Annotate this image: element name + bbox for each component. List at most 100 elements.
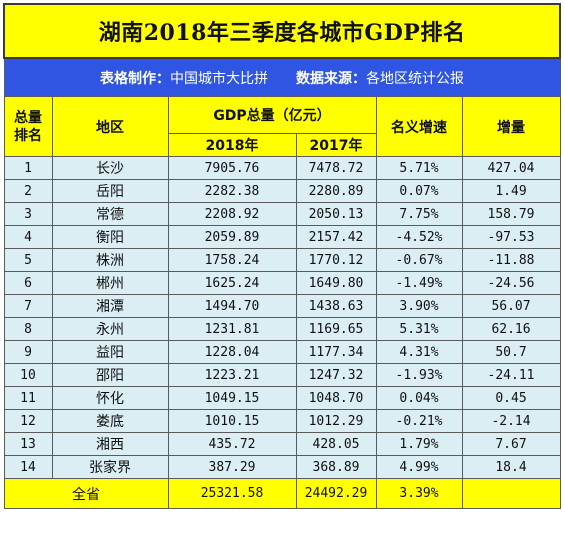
gdp-2018-cell: 1228.04 (167, 340, 297, 364)
rank-cell: 3 (3, 202, 53, 226)
header-region: 地区 (51, 96, 169, 157)
source-value: 各地区统计公报 (366, 70, 464, 87)
maker-value: 中国城市大比拼 (170, 70, 268, 87)
growth-cell: -1.49% (375, 271, 463, 295)
table-row: 12 娄底 1010.15 1012.29 -0.21% -2.14 (3, 409, 561, 433)
rank-cell: 4 (3, 225, 53, 249)
gdp-2017-cell: 1177.34 (295, 340, 377, 364)
table-row: 1 长沙 7905.76 7478.72 5.71% 427.04 (3, 156, 561, 180)
gdp-2017-cell: 428.05 (295, 432, 377, 456)
increase-cell: 50.7 (461, 340, 561, 364)
increase-cell: 427.04 (461, 156, 561, 180)
increase-cell: -24.56 (461, 271, 561, 295)
growth-cell: 3.90% (375, 294, 463, 318)
total-label: 全省 (3, 478, 169, 509)
growth-cell: 0.07% (375, 179, 463, 203)
rank-cell: 9 (3, 340, 53, 364)
city-cell: 娄底 (51, 409, 169, 433)
table-row: 2 岳阳 2282.38 2280.89 0.07% 1.49 (3, 179, 561, 203)
gdp-2018-cell: 1049.15 (167, 386, 297, 410)
header-2018: 2018年 (167, 133, 297, 157)
header-growth: 名义增速 (375, 96, 463, 157)
increase-cell: -97.53 (461, 225, 561, 249)
growth-cell: 5.31% (375, 317, 463, 341)
gdp-2017-cell: 1048.70 (295, 386, 377, 410)
table-row: 3 常德 2208.92 2050.13 7.75% 158.79 (3, 202, 561, 226)
gdp-2017-cell: 2050.13 (295, 202, 377, 226)
city-cell: 衡阳 (51, 225, 169, 249)
gdp-2017-cell: 1012.29 (295, 409, 377, 433)
total-increase (461, 478, 561, 509)
gdp-2018-cell: 2282.38 (167, 179, 297, 203)
header-rank: 总量排名 (3, 96, 53, 157)
growth-cell: 4.31% (375, 340, 463, 364)
sheet-title: 湖南2018年三季度各城市GDP排名 (2, 3, 562, 59)
gdp-2017-cell: 1438.63 (295, 294, 377, 318)
table-row: 6 郴州 1625.24 1649.80 -1.49% -24.56 (3, 271, 561, 295)
table-row: 8 永州 1231.81 1169.65 5.31% 62.16 (3, 317, 561, 341)
rank-cell: 13 (3, 432, 53, 456)
rank-cell: 2 (3, 179, 53, 203)
gdp-2018-cell: 1758.24 (167, 248, 297, 272)
growth-cell: 4.99% (375, 455, 463, 479)
gdp-2017-cell: 2280.89 (295, 179, 377, 203)
header-gdp-group: GDP总量（亿元） (167, 96, 377, 134)
total-gdp-2017: 24492.29 (295, 478, 377, 509)
growth-cell: -4.52% (375, 225, 463, 249)
growth-cell: -0.67% (375, 248, 463, 272)
increase-cell: 1.49 (461, 179, 561, 203)
table-row: 14 张家界 387.29 368.89 4.99% 18.4 (3, 455, 561, 479)
rank-cell: 7 (3, 294, 53, 318)
table-row: 10 邵阳 1223.21 1247.32 -1.93% -24.11 (3, 363, 561, 387)
increase-cell: 18.4 (461, 455, 561, 479)
city-cell: 湘西 (51, 432, 169, 456)
city-cell: 郴州 (51, 271, 169, 295)
rank-cell: 5 (3, 248, 53, 272)
growth-cell: 5.71% (375, 156, 463, 180)
rank-cell: 10 (3, 363, 53, 387)
city-cell: 怀化 (51, 386, 169, 410)
rank-cell: 8 (3, 317, 53, 341)
rank-cell: 14 (3, 455, 53, 479)
gdp-2018-cell: 2208.92 (167, 202, 297, 226)
city-cell: 长沙 (51, 156, 169, 180)
increase-cell: -24.11 (461, 363, 561, 387)
gdp-2017-cell: 7478.72 (295, 156, 377, 180)
rank-cell: 1 (3, 156, 53, 180)
header-2017: 2017年 (295, 133, 377, 157)
rank-cell: 11 (3, 386, 53, 410)
gdp-2017-cell: 2157.42 (295, 225, 377, 249)
table-row: 13 湘西 435.72 428.05 1.79% 7.67 (3, 432, 561, 456)
table-row: 5 株洲 1758.24 1770.12 -0.67% -11.88 (3, 248, 561, 272)
city-cell: 株洲 (51, 248, 169, 272)
table-row: 9 益阳 1228.04 1177.34 4.31% 50.7 (3, 340, 561, 364)
city-cell: 岳阳 (51, 179, 169, 203)
increase-cell: -11.88 (461, 248, 561, 272)
increase-cell: -2.14 (461, 409, 561, 433)
growth-cell: 7.75% (375, 202, 463, 226)
city-cell: 永州 (51, 317, 169, 341)
header-increase: 增量 (461, 96, 561, 157)
city-cell: 邵阳 (51, 363, 169, 387)
gdp-2018-cell: 1494.70 (167, 294, 297, 318)
gdp-2018-cell: 1010.15 (167, 409, 297, 433)
source-label: 数据来源： (296, 70, 366, 87)
rank-cell: 6 (3, 271, 53, 295)
gdp-table: 湖南2018年三季度各城市GDP排名 表格制作：中国城市大比拼 数据来源：各地区统… (2, 3, 562, 509)
gdp-2018-cell: 1223.21 (167, 363, 297, 387)
increase-cell: 7.67 (461, 432, 561, 456)
increase-cell: 56.07 (461, 294, 561, 318)
gdp-2018-cell: 435.72 (167, 432, 297, 456)
city-cell: 张家界 (51, 455, 169, 479)
gdp-2018-cell: 2059.89 (167, 225, 297, 249)
table-row: 4 衡阳 2059.89 2157.42 -4.52% -97.53 (3, 225, 561, 249)
city-cell: 益阳 (51, 340, 169, 364)
growth-cell: -1.93% (375, 363, 463, 387)
total-growth: 3.39% (375, 478, 463, 509)
gdp-2018-cell: 1625.24 (167, 271, 297, 295)
gdp-2018-cell: 7905.76 (167, 156, 297, 180)
gdp-2017-cell: 368.89 (295, 455, 377, 479)
gdp-2017-cell: 1770.12 (295, 248, 377, 272)
gdp-2017-cell: 1247.32 (295, 363, 377, 387)
meta-bar: 表格制作：中国城市大比拼 数据来源：各地区统计公报 (3, 57, 561, 97)
